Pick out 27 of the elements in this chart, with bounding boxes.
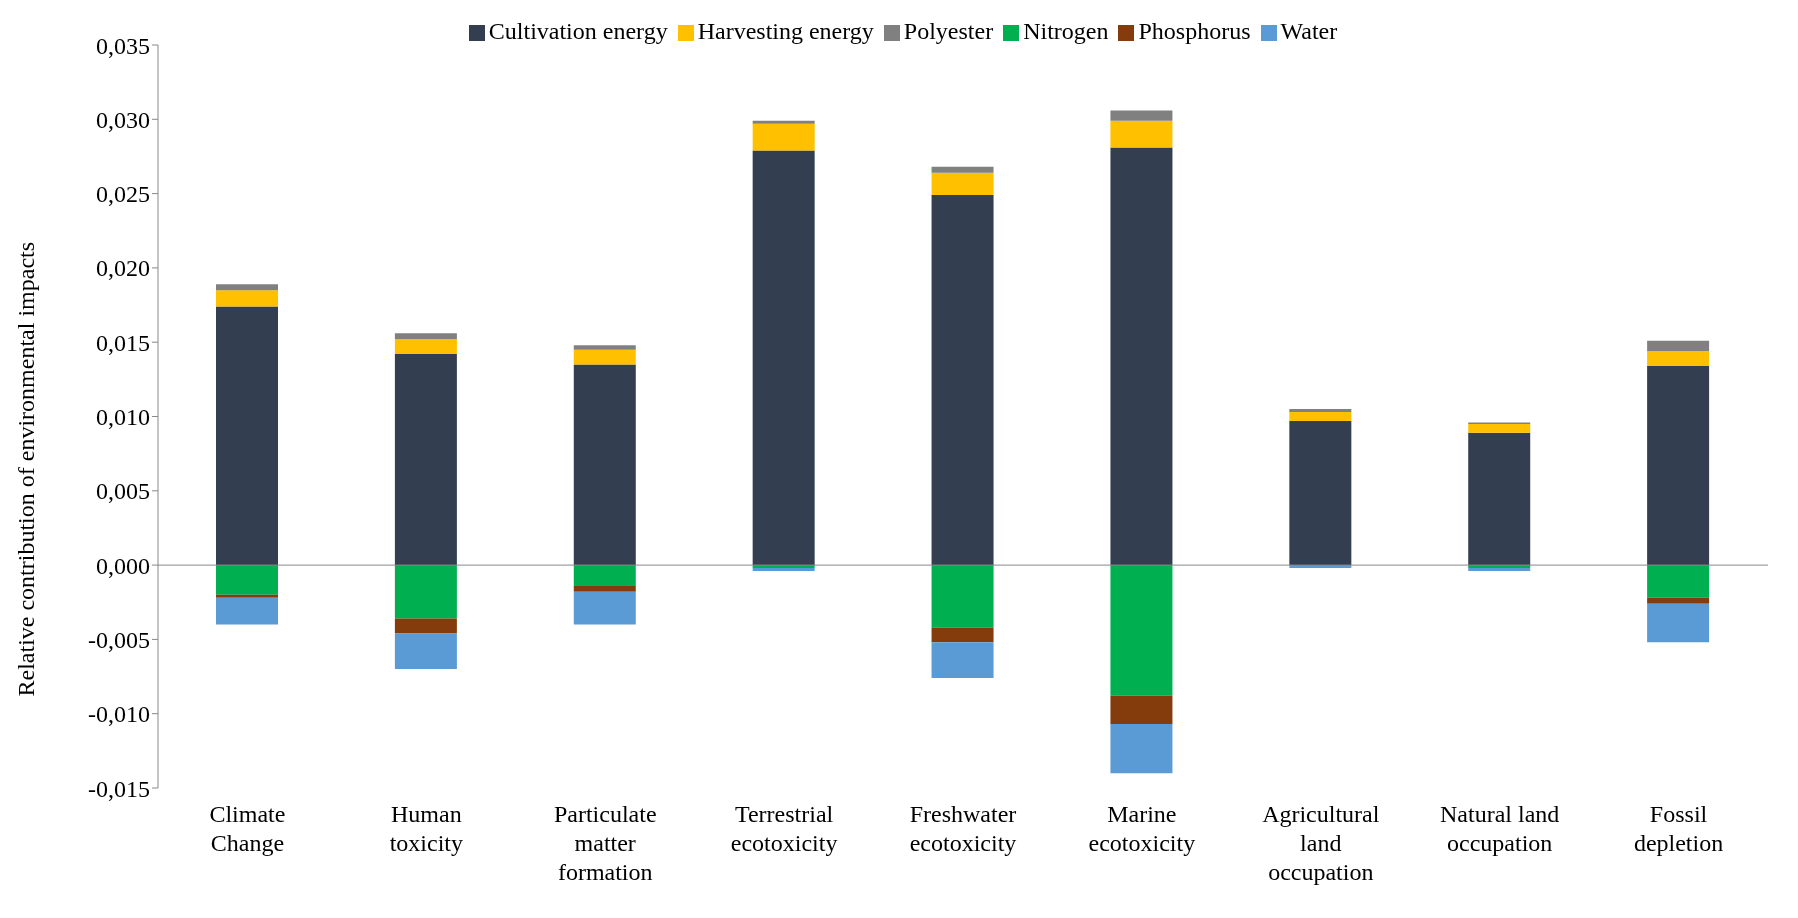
y-tick-label: -0,010 xyxy=(88,701,150,728)
legend-label: Polyester xyxy=(903,18,994,44)
x-tick-label: Particulate matter formation xyxy=(553,801,657,885)
x-tick-label: Agricultural land occupation xyxy=(1262,801,1380,885)
y-tick-label: 0,035 xyxy=(96,32,150,59)
y-tick-label: -0,005 xyxy=(88,626,150,653)
y-tick-label: -0,015 xyxy=(88,775,150,802)
y-tick-label: 0,030 xyxy=(96,106,150,133)
legend-label: Harvesting energy xyxy=(697,18,874,44)
y-tick-label: 0,000 xyxy=(96,552,150,579)
y-tick-label: 0,005 xyxy=(96,478,150,505)
y-tick-label: 0,020 xyxy=(96,255,150,282)
x-tick-label: Human toxicity xyxy=(389,801,463,856)
legend-label: Water xyxy=(1280,18,1338,44)
x-tick-label: Fossil depletion xyxy=(1633,801,1724,856)
y-tick-label: 0,010 xyxy=(96,404,150,431)
y-axis-title: Relative contribution of environmental impacts xyxy=(12,241,39,697)
x-tick-label: Climate Change xyxy=(209,801,286,856)
y-tick-label: 0,015 xyxy=(96,329,150,356)
x-tick-label: Natural land occupation xyxy=(1440,801,1560,856)
x-tick-label: Freshwater ecotoxicity xyxy=(909,801,1017,856)
y-tick-label: 0,025 xyxy=(96,181,150,208)
x-tick-label: Terrestrial ecotoxicity xyxy=(730,801,838,856)
x-tick-label: Marine ecotoxicity xyxy=(1088,801,1196,856)
legend-label: Cultivation energy xyxy=(488,18,668,44)
legend-label: Nitrogen xyxy=(1023,18,1109,44)
legend-label: Phosphorus xyxy=(1138,18,1251,44)
